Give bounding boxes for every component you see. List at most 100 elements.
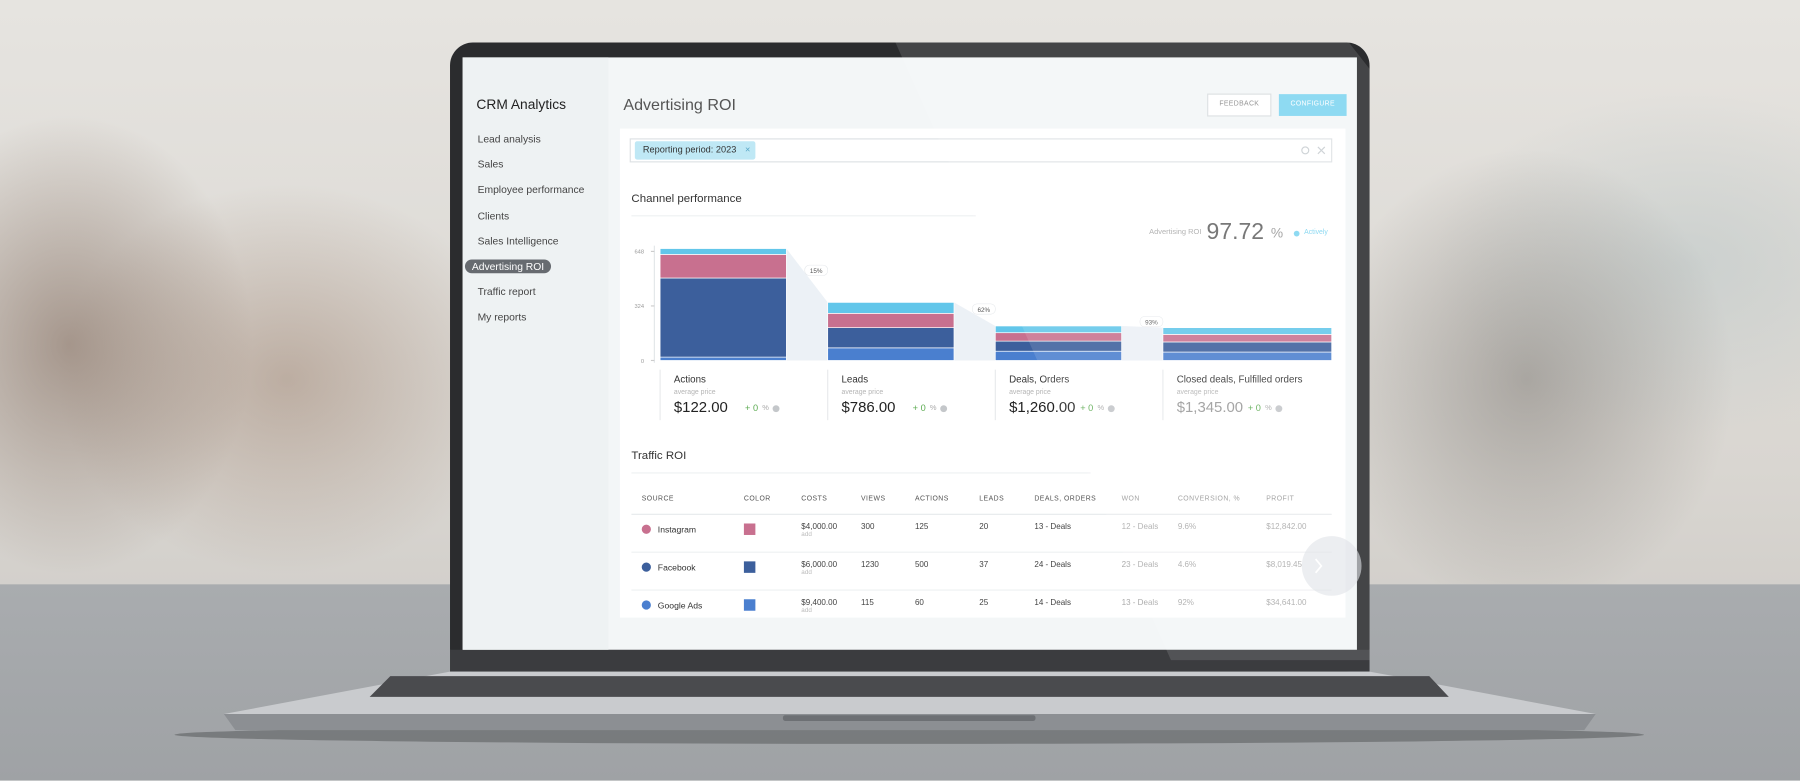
column-header: VIEWS [861, 495, 886, 503]
bar-segment [827, 327, 955, 349]
bar-segment [994, 325, 1122, 334]
source-icon [641, 562, 651, 572]
table-cell: 25 [979, 599, 989, 608]
configure-button-bg [1278, 94, 1347, 116]
table-cell: 92% [1177, 599, 1194, 608]
nav-item[interactable]: Lead analysis [477, 133, 541, 145]
stage-price: $1,345.00 [1176, 398, 1244, 416]
table-cell: 13 - Deals [1121, 599, 1159, 608]
table-cell: 125 [914, 523, 929, 532]
conversion-badge [1139, 316, 1164, 328]
nav-item-active[interactable]: Advertising ROI [464, 259, 552, 274]
stage-change-unit: % [1265, 404, 1272, 413]
page-title: Advertising ROI [623, 95, 736, 114]
feedback-button-bg [1207, 93, 1272, 117]
legend-label: Actively [1304, 229, 1328, 237]
bar-segment [994, 340, 1122, 352]
price-label: average price [1176, 389, 1219, 397]
table-cell: 60 [914, 599, 924, 608]
stage-name: Leads [841, 373, 869, 385]
sidebar-bg [462, 57, 609, 650]
cost-add[interactable]: add [801, 531, 812, 539]
column-header: DEALS, ORDERS [1034, 495, 1097, 503]
source-icon [641, 600, 651, 610]
section-title: Traffic ROI [631, 450, 687, 463]
cost-add[interactable]: add [801, 569, 812, 577]
stage-change-unit: % [1097, 404, 1105, 413]
stage-name: Actions [673, 373, 706, 385]
filter-tag-bg [634, 141, 756, 160]
nav-item[interactable]: Employee performance [477, 184, 585, 196]
y-tick-label: 324 [634, 304, 644, 310]
notch [782, 715, 1036, 721]
color-swatch [743, 599, 756, 611]
table-cell: 300 [861, 523, 875, 532]
stage-change-unit: % [762, 404, 769, 413]
stage-name: Closed deals, Fulfilled orders [1176, 373, 1303, 385]
conversion-label: 15% [810, 268, 823, 275]
bar-segment [827, 302, 955, 314]
filter-tag[interactable]: Reporting period: 2023 [642, 144, 737, 155]
nav-item[interactable]: Sales Intelligence [477, 235, 559, 247]
bar-segment [1162, 327, 1333, 335]
table-cell: 13 - Deals [1034, 523, 1071, 532]
column-header: PROFIT [1266, 495, 1295, 503]
table-cell: 24 - Deals [1034, 561, 1071, 570]
base-edge [223, 714, 1596, 731]
bar-segment [659, 356, 787, 361]
table-cell: 115 [861, 599, 874, 608]
flow-band [786, 248, 828, 361]
next-arrow [1314, 558, 1323, 574]
section-title: Channel performance [631, 192, 742, 206]
flow-band [953, 302, 996, 361]
column-header: ACTIONS [914, 495, 949, 503]
bar-segment [659, 254, 787, 279]
stage-change: + 0 [745, 402, 759, 414]
color-swatch [743, 523, 756, 535]
legend-dot [1293, 230, 1300, 237]
table-cell: 14 - Deals [1034, 599, 1071, 608]
configure-button[interactable]: CONFIGURE [1290, 101, 1335, 108]
table-cell: 12 - Deals [1121, 523, 1159, 532]
conversion-badge [804, 264, 828, 276]
table-cell: 9.6% [1177, 523, 1197, 532]
stage-price: $122.00 [673, 398, 728, 416]
filter-tag-remove[interactable]: × [745, 144, 751, 155]
column-header: WON [1121, 495, 1140, 503]
flow-band [1121, 325, 1163, 361]
table-cell: 500 [914, 561, 929, 570]
source-name: Google Ads [657, 600, 703, 611]
stage-change-unit: % [929, 404, 937, 413]
table-cell: $4,000.00 [801, 523, 838, 532]
bar-segment [994, 332, 1122, 342]
price-label: average price [1009, 389, 1051, 397]
y-tick-label: 648 [634, 250, 644, 256]
table-cell: $8,019.45 [1266, 561, 1303, 570]
source-name: Instagram [657, 524, 697, 535]
next-button[interactable] [1301, 536, 1362, 596]
source-icon [641, 524, 651, 534]
bar-segment [1162, 341, 1333, 353]
help-icon [1275, 405, 1283, 413]
nav-item[interactable]: Clients [477, 209, 510, 222]
bar-segment [659, 248, 787, 255]
bar-segment [827, 313, 955, 328]
source-name: Facebook [657, 562, 696, 573]
conversion-label: 93% [1145, 320, 1158, 327]
cost-add[interactable]: add [801, 607, 812, 615]
nav-item[interactable]: Traffic report [477, 286, 536, 298]
price-label: average price [841, 389, 884, 397]
filter-bar [629, 138, 1333, 163]
price-label: average price [673, 389, 716, 397]
nav-item[interactable]: My reports [477, 311, 527, 324]
feedback-button[interactable]: FEEDBACK [1219, 101, 1260, 108]
bar-segment [994, 350, 1122, 361]
table-cell: $9,400.00 [801, 599, 838, 608]
conversion-badge [972, 303, 996, 315]
table-cell: 1230 [861, 561, 879, 570]
nav-item[interactable]: Sales [477, 158, 504, 171]
column-header: COSTS [801, 495, 828, 503]
conversion-label: 62% [978, 307, 991, 314]
table-cell: 23 - Deals [1121, 561, 1159, 570]
